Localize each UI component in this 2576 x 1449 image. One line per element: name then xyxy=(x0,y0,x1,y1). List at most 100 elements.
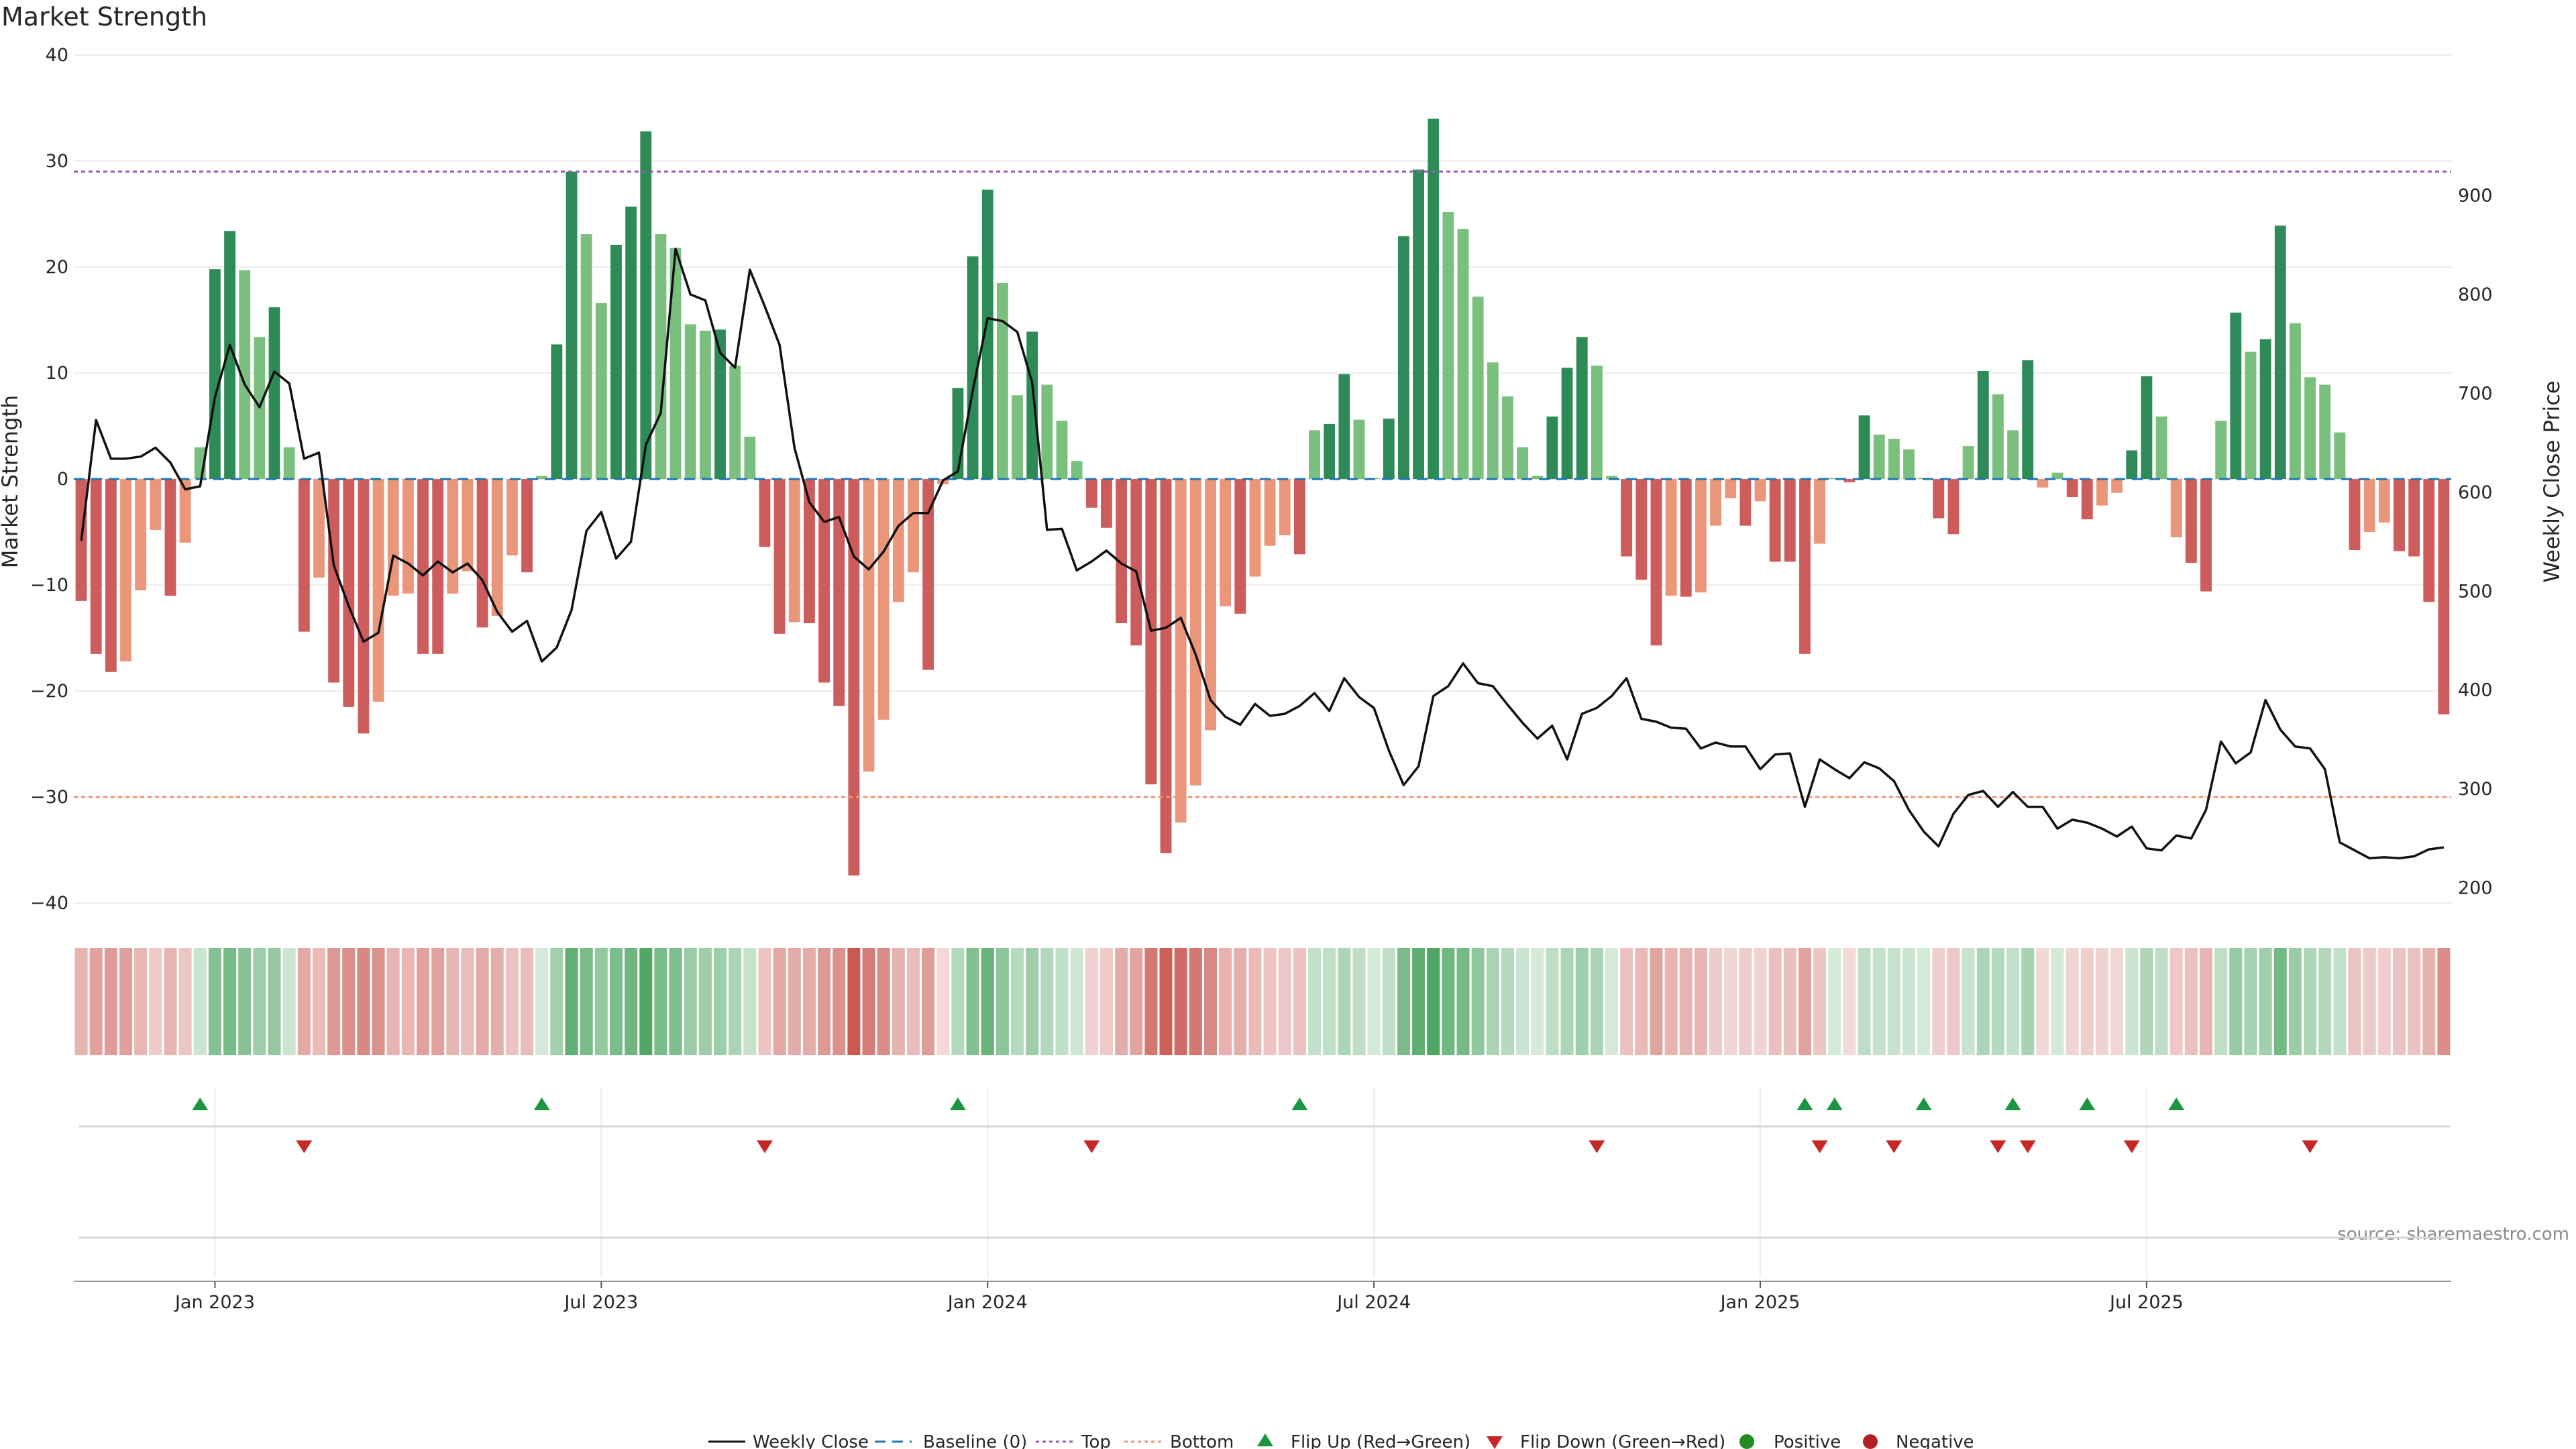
heat-cell xyxy=(282,948,296,1055)
strength-bar xyxy=(1175,479,1187,823)
y-tick-label: 40 xyxy=(46,45,68,66)
heat-cell xyxy=(178,948,192,1055)
strength-bar xyxy=(2007,430,2019,480)
strength-bar xyxy=(105,479,117,672)
heat-cell xyxy=(818,948,831,1055)
strength-bar xyxy=(2363,479,2375,533)
heat-cell xyxy=(386,948,400,1055)
heat-cell xyxy=(104,948,117,1055)
heat-cell xyxy=(1872,948,1886,1055)
strength-bar xyxy=(2037,479,2049,488)
heat-cell xyxy=(1055,948,1069,1055)
heat-cell xyxy=(1843,948,1856,1055)
heat-cell xyxy=(1486,948,1499,1055)
strength-bar xyxy=(2274,225,2286,480)
legend-top: Top xyxy=(1081,1432,1111,1449)
heat-cell xyxy=(1709,948,1723,1055)
heat-cell xyxy=(1902,948,1916,1055)
heat-cell xyxy=(1813,948,1827,1055)
heat-cell xyxy=(1828,948,1841,1055)
strength-bar xyxy=(1205,479,1216,731)
legend-flip-up-marker xyxy=(1257,1434,1273,1446)
y2-tick-label: 600 xyxy=(2458,482,2493,503)
strength-bar xyxy=(209,269,221,480)
heat-cell xyxy=(1991,948,2004,1055)
strength-bar xyxy=(551,344,563,480)
strength-bar xyxy=(2215,421,2227,480)
y2-tick-label: 500 xyxy=(2458,581,2493,602)
heat-cell xyxy=(1739,948,1752,1055)
strength-bar xyxy=(1843,479,1856,482)
y2-axis-title: Weekly Close Price xyxy=(2539,380,2565,582)
heat-cell xyxy=(2288,948,2302,1055)
strength-bar xyxy=(1992,394,2004,480)
y2-tick-label: 900 xyxy=(2458,185,2493,206)
strength-bar xyxy=(1264,479,1276,546)
heat-cell xyxy=(684,948,697,1055)
strength-bar xyxy=(2081,479,2093,520)
strength-bar xyxy=(788,479,800,623)
heat-cell xyxy=(1352,948,1366,1055)
heat-cell xyxy=(2392,948,2406,1055)
heat-cell xyxy=(1546,948,1559,1055)
strength-bar xyxy=(1234,479,1246,614)
strength-bar xyxy=(150,479,162,530)
strength-bar xyxy=(848,479,860,876)
heat-cell xyxy=(1887,948,1900,1055)
heat-cell xyxy=(996,948,1009,1055)
heat-cell xyxy=(1026,948,1039,1055)
heat-cell xyxy=(2304,948,2317,1055)
heat-cell xyxy=(431,948,445,1055)
heat-cell xyxy=(788,948,801,1055)
flip-down-marker xyxy=(2123,1140,2140,1153)
heat-cell xyxy=(535,948,549,1055)
y-tick-label: −30 xyxy=(30,787,68,808)
heat-cell xyxy=(1070,948,1083,1055)
legend-baseline: Baseline (0) xyxy=(923,1432,1027,1449)
heat-cell xyxy=(1203,948,1217,1055)
flip-up-marker xyxy=(1826,1097,1843,1110)
heat-cell xyxy=(74,948,88,1055)
strength-bar xyxy=(1680,479,1692,597)
strength-bar xyxy=(967,256,979,480)
heat-cell xyxy=(238,948,252,1055)
heat-cell xyxy=(1293,948,1306,1055)
heat-cell xyxy=(1412,948,1426,1055)
strength-bar xyxy=(1487,362,1499,480)
strength-bar xyxy=(1309,430,1320,480)
heat-cell xyxy=(342,948,356,1055)
strength-bar xyxy=(580,234,592,480)
strength-bar xyxy=(2349,479,2361,550)
heat-cell xyxy=(1560,948,1574,1055)
strength-bar xyxy=(164,479,176,596)
legend: Weekly Close Baseline (0) Top Bottom Fli… xyxy=(708,1432,1974,1449)
heat-cell xyxy=(2318,948,2332,1055)
strength-bar xyxy=(1947,479,1960,535)
strength-bar xyxy=(1650,479,1662,646)
heat-cell xyxy=(2125,948,2139,1055)
strength-bar xyxy=(1130,479,1142,646)
strength-bar xyxy=(863,479,875,772)
strength-bar xyxy=(2170,479,2182,538)
strength-bar xyxy=(625,206,637,480)
heat-cell xyxy=(1442,948,1455,1055)
heat-cell xyxy=(1427,948,1440,1055)
strength-bar xyxy=(268,307,280,480)
heat-cell xyxy=(223,948,237,1055)
flip-up-marker xyxy=(949,1097,966,1110)
flip-up-marker xyxy=(533,1097,550,1110)
strength-bar xyxy=(744,436,756,480)
strength-bar xyxy=(1383,419,1395,480)
heat-cell xyxy=(1664,948,1678,1055)
strength-bar xyxy=(298,479,310,632)
flip-down-marker xyxy=(1886,1140,1902,1153)
heat-cell xyxy=(401,948,415,1055)
heat-cell xyxy=(2422,948,2436,1055)
strength-bar xyxy=(1591,366,1603,480)
heat-cell xyxy=(550,948,564,1055)
legend-weekly-close: Weekly Close xyxy=(753,1432,869,1449)
heat-cell xyxy=(729,948,742,1055)
heat-cell xyxy=(1516,948,1529,1055)
strength-bar xyxy=(1561,368,1573,480)
strength-bar xyxy=(2022,360,2034,480)
